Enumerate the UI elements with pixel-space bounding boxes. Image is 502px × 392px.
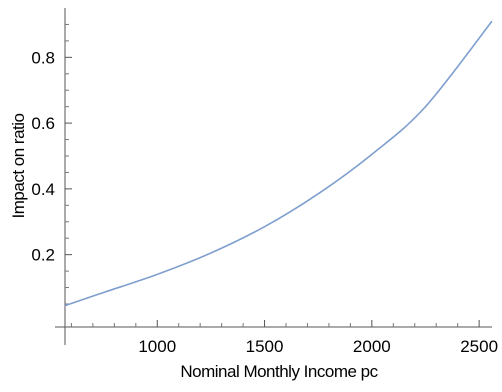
series-line <box>64 20 493 307</box>
x-tick-label: 2500 <box>460 337 498 356</box>
labels: 1000 1500 2000 2500 0.2 0.4 0.6 0.8 Nominal Mont… <box>9 48 498 381</box>
y-tick-label: 0.8 <box>31 48 55 67</box>
x-tick-label: 2000 <box>353 337 391 356</box>
y-tick-label: 0.2 <box>31 246 55 265</box>
y-axis-title: Impact on ratio <box>9 113 28 218</box>
x-tick-label: 1000 <box>138 337 176 356</box>
y-tick-label: 0.4 <box>31 180 55 199</box>
y-tick-label: 0.6 <box>31 114 55 133</box>
x-axis-title: Nominal Monthly Income pc <box>180 362 378 381</box>
series-layer <box>64 20 493 307</box>
x-tick-label: 1500 <box>246 337 284 356</box>
ticks <box>65 23 480 327</box>
axes <box>55 8 492 345</box>
